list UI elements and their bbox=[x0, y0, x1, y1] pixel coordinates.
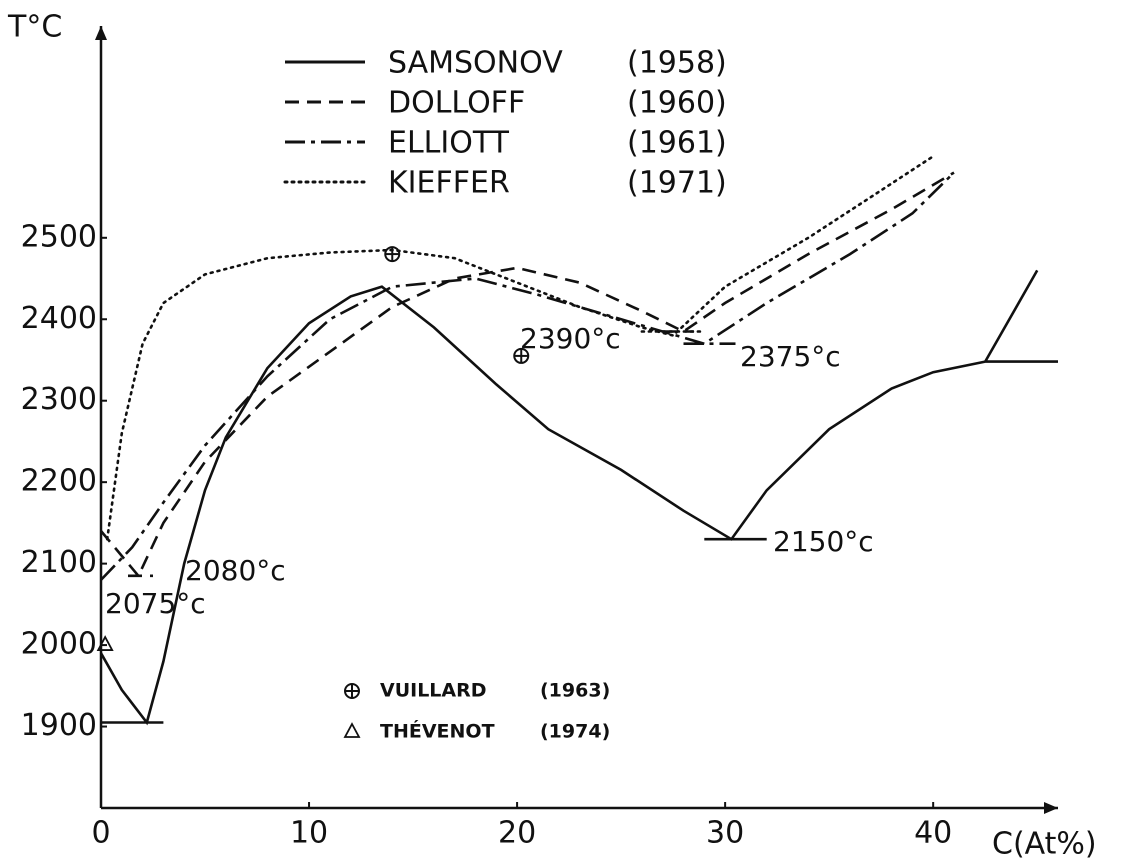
legend-label: KIEFFER bbox=[388, 166, 510, 201]
marker-circle-plus bbox=[384, 246, 401, 263]
annotation: 2390°c bbox=[520, 322, 621, 355]
x-tick-label: 20 bbox=[498, 816, 536, 851]
y-tick-label: 2100 bbox=[21, 545, 97, 580]
annotation: 2150°c bbox=[773, 525, 874, 558]
y-tick-label: 2500 bbox=[21, 219, 97, 254]
marker-legend-label: THÉVENOT bbox=[380, 720, 495, 743]
legend-label: SAMSONOV bbox=[388, 46, 563, 81]
series-line bbox=[100, 171, 955, 581]
marker-circle-plus bbox=[344, 683, 360, 699]
series-line bbox=[100, 171, 955, 579]
annotation: 2375°c bbox=[740, 340, 841, 373]
marker-triangle bbox=[96, 635, 114, 651]
marker-legend-label: VUILLARD bbox=[380, 680, 487, 702]
y-axis-arrow bbox=[95, 26, 107, 40]
marker-triangle bbox=[343, 722, 361, 738]
x-tick-label: 40 bbox=[914, 816, 952, 851]
series-line bbox=[99, 269, 1058, 726]
y-tick-label: 1900 bbox=[21, 708, 97, 743]
x-tick-label: 30 bbox=[706, 816, 744, 851]
annotation: 2075°c bbox=[105, 587, 206, 620]
x-axis-arrow bbox=[1044, 802, 1058, 814]
y-axis-label: T°C bbox=[7, 10, 62, 45]
y-tick-label: 2400 bbox=[21, 301, 97, 336]
legend-label: DOLLOFF bbox=[388, 86, 525, 121]
marker-legend-year: (1974) bbox=[540, 721, 610, 743]
series-line bbox=[105, 155, 935, 541]
x-tick-label: 10 bbox=[290, 816, 328, 851]
x-tick-label: 0 bbox=[91, 816, 110, 851]
y-tick-label: 2000 bbox=[21, 627, 97, 662]
y-tick-label: 2300 bbox=[21, 382, 97, 417]
marker-circle-plus bbox=[513, 347, 530, 364]
x-axis-label: C(At%) bbox=[992, 827, 1097, 862]
legend-year: (1971) bbox=[627, 166, 727, 201]
y-tick-label: 2200 bbox=[21, 464, 97, 499]
legend-year: (1958) bbox=[627, 46, 727, 81]
legend-label: ELLIOTT bbox=[388, 126, 510, 161]
legend-year: (1961) bbox=[627, 126, 727, 161]
marker-legend-year: (1963) bbox=[540, 680, 610, 702]
legend-year: (1960) bbox=[627, 86, 727, 121]
annotation: 2080°c bbox=[185, 554, 286, 587]
